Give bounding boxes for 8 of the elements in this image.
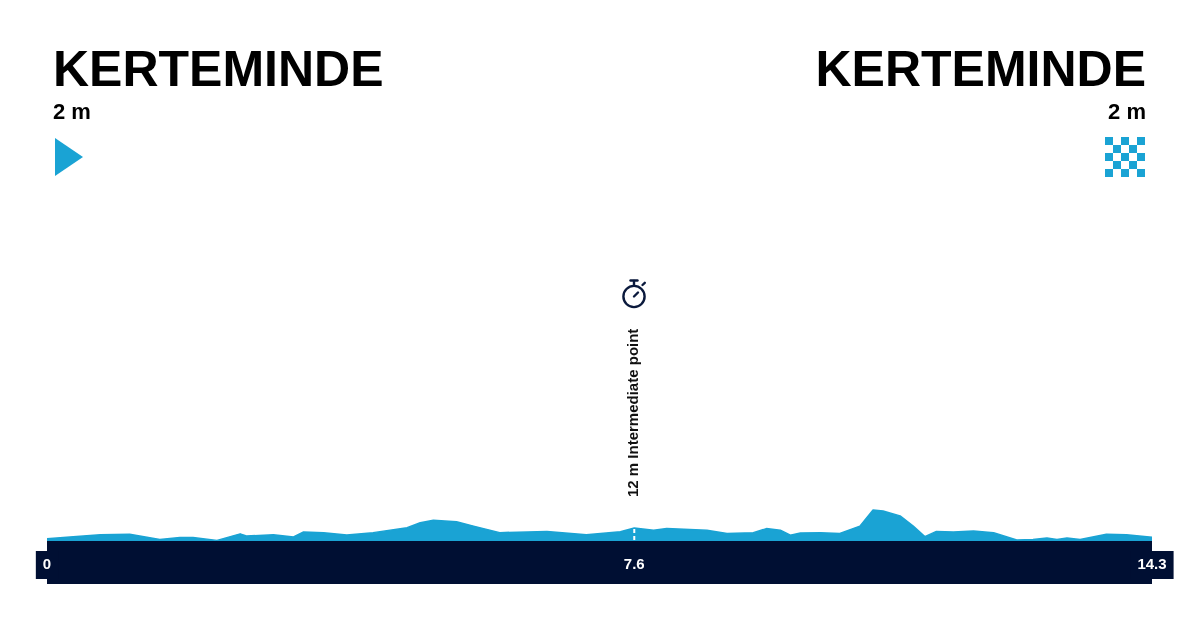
x-tick-label: 0: [42, 555, 52, 573]
text: 2 m: [53, 99, 91, 124]
x-tick-label: 14.3: [1137, 555, 1167, 573]
x-tick-label: 7.6: [623, 555, 645, 573]
ref-line-label: 12 m Intermediate point: [624, 328, 642, 497]
text: 2 m: [1108, 99, 1146, 124]
text: KERTEMINDE: [815, 41, 1146, 97]
text: KERTEMINDE: [53, 41, 384, 97]
